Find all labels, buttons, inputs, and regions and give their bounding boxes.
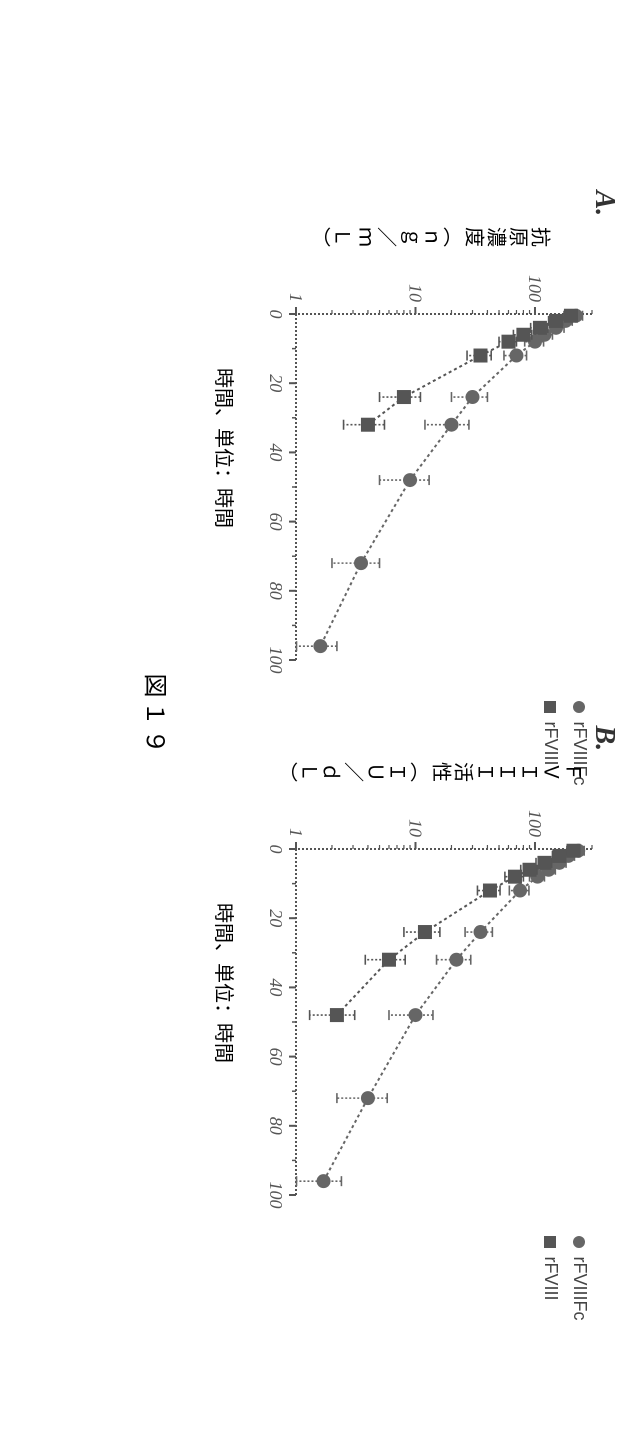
chart: 0 20 40 60 80 100 1 10 100 (250, 256, 610, 676)
x-axis-label: 時間、単位：時間 (211, 368, 240, 528)
legend-item: rFVIIIFc (569, 1235, 590, 1321)
y-axis-label: ＦＶＩＩＩ活性（ＩＵ／ｄＬ） (276, 756, 584, 785)
svg-text:20: 20 (266, 374, 286, 392)
x-axis-label: 時間、単位：時間 (211, 903, 240, 1063)
chart-row: ＦＶＩＩＩ活性（ＩＵ／ｄＬ） 0 20 40 60 80 100 1 10 100 (250, 756, 610, 1211)
y-axis-label-line1: 抗原濃度 (463, 221, 551, 250)
svg-text:80: 80 (266, 581, 286, 599)
panel-b: B.ＦＶＩＩＩ活性（ＩＵ／ｄＬ）020406080100110100時間、単位：… (211, 756, 610, 1211)
legend-item: rFVIII (540, 1235, 561, 1321)
svg-text:80: 80 (266, 1116, 286, 1134)
figure-label: 図１９ (140, 674, 175, 758)
panels-container: A.抗原濃度（ｎｇ／ｍＬ）020406080100110100時間、単位：時間r… (211, 221, 610, 1211)
circle-marker-icon (573, 700, 587, 714)
legend-label: rFVIII (540, 1257, 561, 1301)
y-axis-label: 抗原濃度（ｎｇ／ｍＬ） (309, 221, 551, 250)
page: A.抗原濃度（ｎｇ／ｍＬ）020406080100110100時間、単位：時間r… (0, 0, 640, 1431)
y-axis-label-line2: （ｎｇ／ｍＬ） (309, 221, 463, 250)
svg-text:20: 20 (266, 909, 286, 927)
chart-row: 抗原濃度（ｎｇ／ｍＬ） 0 20 40 60 80 100 1 10 100 (250, 221, 610, 676)
svg-text:10: 10 (405, 819, 425, 837)
svg-text:40: 40 (266, 978, 286, 996)
svg-text:40: 40 (266, 443, 286, 461)
circle-marker-icon (573, 1235, 587, 1249)
square-marker-icon (544, 700, 558, 714)
svg-text:60: 60 (266, 1047, 286, 1065)
svg-text:0: 0 (266, 844, 286, 853)
svg-text:10: 10 (405, 284, 425, 302)
square-marker-icon (544, 1235, 558, 1249)
chart: 0 20 40 60 80 100 1 10 100 (250, 791, 610, 1211)
y-axis-label-line1: ＦＶＩＩＩ活性 (430, 756, 584, 785)
svg-text:1: 1 (286, 828, 306, 837)
svg-text:100: 100 (525, 275, 545, 302)
y-axis-label-line2: （ＩＵ／ｄＬ） (276, 756, 430, 785)
svg-text:100: 100 (266, 1181, 286, 1208)
legend: rFVIIIFc rFVIII (540, 1235, 590, 1321)
panel-letter: A. (588, 191, 620, 217)
svg-text:100: 100 (266, 646, 286, 673)
svg-text:0: 0 (266, 309, 286, 318)
panel-letter: B. (588, 726, 620, 752)
legend-label: rFVIIIFc (569, 1257, 590, 1321)
svg-text:100: 100 (525, 810, 545, 837)
svg-text:1: 1 (286, 293, 306, 302)
svg-text:60: 60 (266, 512, 286, 530)
panel-a: A.抗原濃度（ｎｇ／ｍＬ）020406080100110100時間、単位：時間r… (211, 221, 610, 676)
